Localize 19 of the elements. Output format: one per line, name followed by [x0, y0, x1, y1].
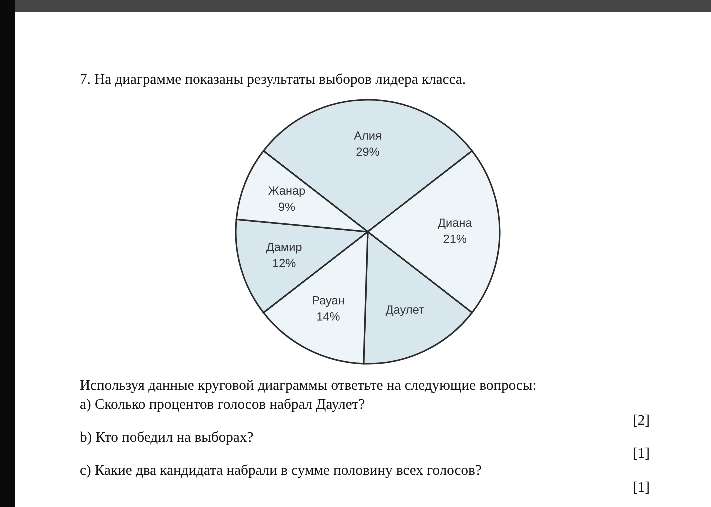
- text: [1]: [634, 482, 649, 494]
- text: [1]: [634, 448, 649, 460]
- slice-label: Диана: [438, 218, 472, 230]
- text: b) Кто победил на выборах?: [80, 432, 254, 446]
- slice-label: Даулет: [386, 306, 424, 316]
- text: Используя данные круговой диаграммы ответьте на следующие вопросы:: [80, 380, 536, 394]
- text: c) Какие два кандидата набрали в сумме половину всех голосов?: [80, 464, 482, 478]
- slice-label: Жанар: [268, 186, 306, 198]
- text: a) Сколько процентов голосов набрал Даулет?: [80, 398, 365, 412]
- slice-label: Дамир: [266, 243, 302, 254]
- data-label: 9%: [279, 202, 296, 212]
- chart-title: 7. На диаграмме показаны результаты выборов лидера класса.: [80, 74, 466, 88]
- data-label: 29%: [356, 148, 380, 156]
- text: [2]: [634, 414, 649, 427]
- data-label: 21%: [444, 234, 467, 244]
- data-label: 12%: [273, 259, 296, 268]
- slice-label: Алия: [354, 132, 382, 140]
- slice-label: Рауан: [313, 296, 344, 308]
- data-label: 14%: [318, 312, 340, 321]
